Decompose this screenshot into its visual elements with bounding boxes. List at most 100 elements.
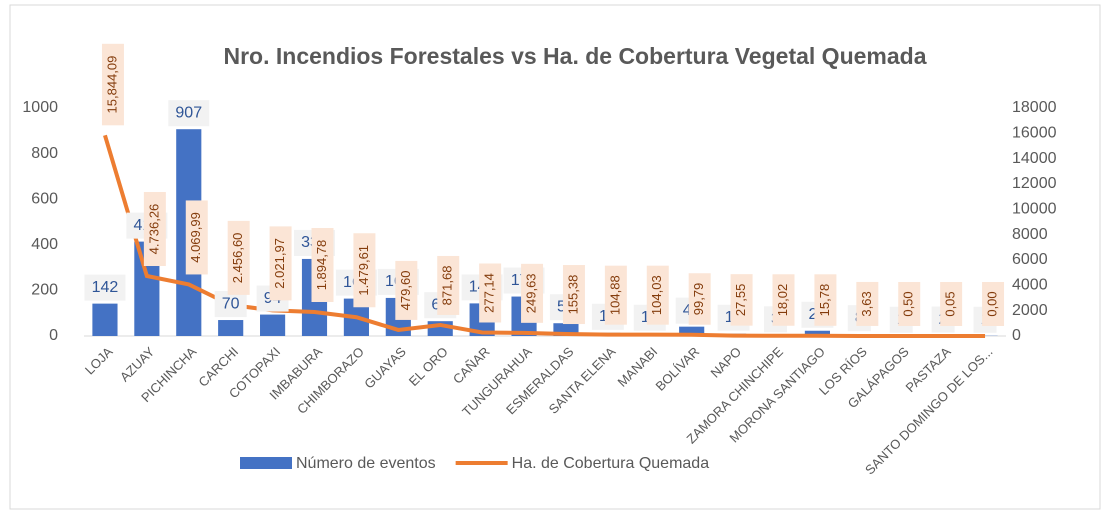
- data-label: 0,05: [943, 291, 958, 316]
- data-label: 155,38: [565, 275, 580, 315]
- data-label: 1.479,61: [356, 245, 371, 296]
- data-label-box: [227, 220, 250, 295]
- data-label: 15,78: [817, 284, 832, 317]
- data-label: 871,68: [440, 266, 455, 306]
- data-label-group: 15,844,09: [101, 43, 124, 126]
- y2-tick-label: 16000: [1012, 125, 1057, 142]
- data-label-group: 1.479,61: [353, 233, 376, 308]
- data-label: 0,50: [901, 291, 916, 316]
- y2-tick-label: 4000: [1012, 277, 1048, 294]
- data-label-box: [940, 281, 963, 326]
- bar: [92, 303, 118, 336]
- data-label-box: [982, 282, 1005, 326]
- y-tick-label: 800: [31, 145, 58, 162]
- data-label: 18,02: [775, 284, 790, 317]
- data-label: 249,63: [523, 273, 538, 313]
- y2-tick-label: 0: [1012, 327, 1021, 344]
- data-label-group: 2.456,60: [227, 220, 250, 295]
- data-label: 104,88: [607, 275, 622, 315]
- y2-tick-label: 12000: [1012, 175, 1057, 192]
- data-label: 0,00: [984, 291, 999, 316]
- data-label-box: [730, 274, 753, 326]
- data-label-box: [269, 226, 292, 301]
- data-label: 27,55: [733, 284, 748, 317]
- data-label-box: [646, 265, 669, 325]
- data-label-box: [856, 281, 879, 326]
- data-label-group: 4.736,26: [143, 192, 166, 267]
- y-tick-label: 1000: [22, 99, 58, 116]
- data-label: 2.021,97: [272, 238, 287, 289]
- data-label: 142: [92, 279, 119, 296]
- data-label-box: [772, 274, 795, 326]
- data-label-box: [479, 263, 502, 323]
- data-label-group: 0,05: [940, 281, 963, 326]
- data-label: 4.069,99: [188, 212, 203, 263]
- data-label-group: 249,63: [521, 263, 544, 323]
- data-label: 99,79: [691, 283, 706, 316]
- data-label-group: 155,38: [562, 265, 585, 325]
- chart-title: Nro. Incendios Forestales vs Ha. de Cobe…: [223, 43, 926, 69]
- data-label-group: 479,60: [395, 260, 418, 320]
- data-label-group: 1.894,78: [311, 227, 334, 302]
- data-label: 1.894,78: [314, 240, 329, 291]
- data-label-group: 27,55: [730, 274, 753, 326]
- data-label-box: [521, 263, 544, 323]
- y2-tick-label: 18000: [1012, 99, 1057, 116]
- data-label-group: 104,03: [646, 265, 669, 325]
- data-label-box: [214, 291, 247, 318]
- data-label: 70: [222, 295, 240, 312]
- data-label: 2.456,60: [230, 233, 245, 284]
- legend-swatch: [240, 457, 292, 469]
- bar: [260, 314, 286, 336]
- data-label-group: 0,00: [982, 282, 1005, 326]
- y2-tick-label: 6000: [1012, 251, 1048, 268]
- data-label-box: [353, 233, 376, 308]
- data-label: 104,03: [649, 275, 664, 315]
- y2-tick-label: 8000: [1012, 226, 1048, 243]
- y2-tick-label: 10000: [1012, 201, 1057, 218]
- data-label-box: [311, 227, 334, 302]
- data-label-group: 3,63: [856, 281, 879, 326]
- bar: [218, 320, 244, 336]
- data-label-box: [168, 100, 210, 127]
- data-label-box: [395, 260, 418, 320]
- data-label: 277,14: [482, 273, 497, 313]
- data-label-box: [688, 273, 711, 325]
- chart-border: [9, 4, 1101, 510]
- data-label: 4.736,26: [146, 204, 161, 255]
- line: [103, 134, 986, 338]
- data-label: 907: [175, 104, 202, 121]
- data-label-group: 15,78: [814, 274, 837, 326]
- data-label-group: 277,14: [479, 263, 502, 323]
- data-label-group: 99,79: [688, 273, 711, 325]
- y-tick-label: 200: [31, 282, 58, 299]
- y-tick-label: 0: [49, 327, 58, 344]
- y-tick-label: 400: [31, 236, 58, 253]
- legend-label: Número de eventos: [296, 455, 436, 472]
- data-label-box: [604, 265, 627, 325]
- data-label: 479,60: [398, 271, 413, 311]
- data-label-box: [84, 274, 126, 301]
- data-label-group: 0,50: [898, 281, 921, 326]
- data-label-box: [562, 265, 585, 325]
- data-label: 3,63: [859, 291, 874, 316]
- data-label-group: 2.021,97: [269, 226, 292, 301]
- legend-label: Ha. de Cobertura Quemada: [512, 455, 710, 472]
- data-label-box: [437, 255, 460, 315]
- bar: [679, 326, 705, 336]
- y2-tick-label: 14000: [1012, 150, 1057, 167]
- data-label-box: [101, 43, 124, 126]
- data-label: 15,844,09: [104, 56, 119, 114]
- data-label-group: 104,88: [604, 265, 627, 325]
- data-label-group: 871,68: [437, 255, 460, 315]
- y-tick-label: 600: [31, 190, 58, 207]
- data-label-box: [185, 200, 208, 275]
- data-label-group: 18,02: [772, 274, 795, 326]
- bar: [804, 330, 830, 336]
- data-label-box: [814, 274, 837, 326]
- y2-tick-label: 2000: [1012, 302, 1048, 319]
- data-label-group: 4.069,99: [185, 200, 208, 275]
- data-label-box: [898, 281, 921, 326]
- data-label-box: [143, 192, 166, 267]
